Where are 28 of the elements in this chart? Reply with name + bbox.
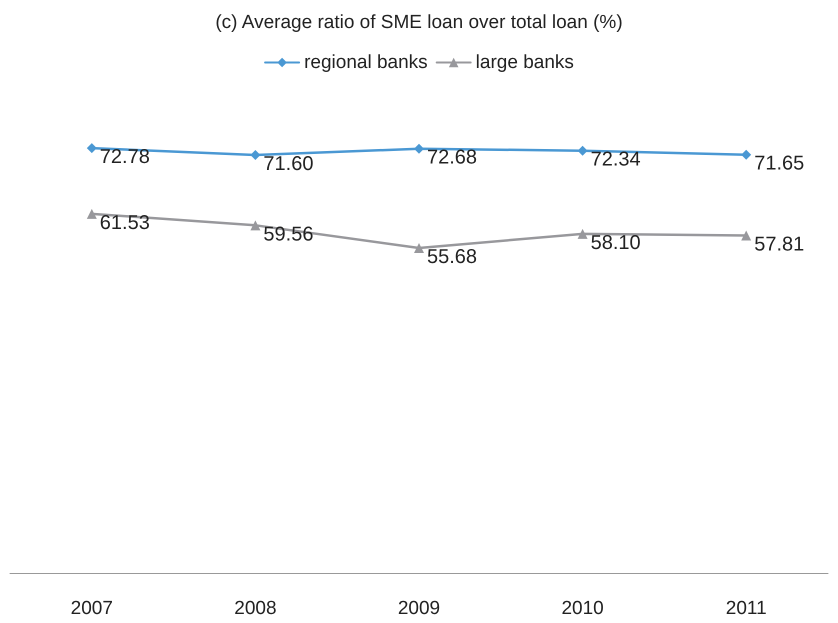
point xyxy=(578,146,588,156)
x-tick-label: 2011 xyxy=(726,598,767,619)
point xyxy=(250,220,260,230)
legend-label: regional banks xyxy=(304,52,428,73)
point xyxy=(250,150,260,160)
legend-label: large banks xyxy=(476,52,574,73)
x-tick-label: 2008 xyxy=(234,598,277,619)
point xyxy=(86,208,97,219)
point xyxy=(578,228,588,239)
data-label: 72.34 xyxy=(590,148,641,171)
data-label: 71.65 xyxy=(754,152,804,175)
point xyxy=(414,144,424,154)
point xyxy=(741,150,752,160)
data-label: 59.56 xyxy=(263,223,314,246)
data-label: 72.78 xyxy=(100,146,150,168)
data-label: 58.10 xyxy=(590,232,641,254)
point xyxy=(414,242,424,253)
data-label: 72.68 xyxy=(427,146,478,169)
point xyxy=(741,230,752,241)
data-label: 61.53 xyxy=(100,212,150,234)
data-label: 57.81 xyxy=(754,234,804,256)
data-label: 55.68 xyxy=(427,246,478,268)
x-tick-label: 2009 xyxy=(398,598,440,619)
x-tick-label: 2010 xyxy=(561,598,604,619)
chart-title: (c) Average ratio of SME loan over total loan (%) xyxy=(215,12,623,33)
data-label: 71.60 xyxy=(263,153,314,176)
x-tick-label: 2007 xyxy=(70,598,113,619)
point xyxy=(86,143,97,154)
